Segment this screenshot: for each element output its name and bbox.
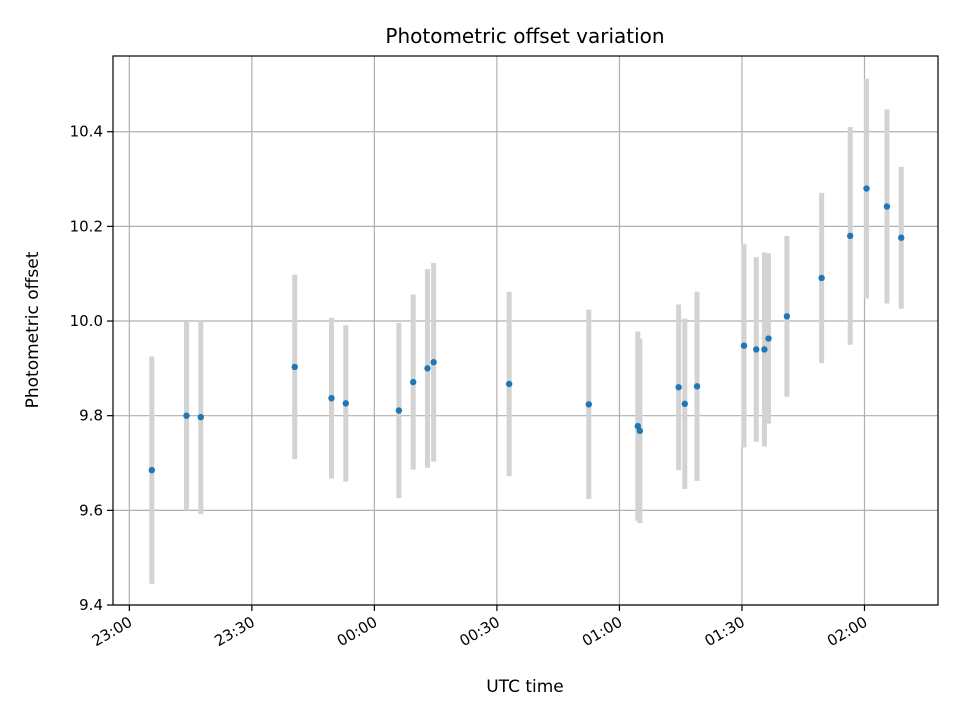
data-point xyxy=(585,401,593,408)
data-point xyxy=(693,383,701,390)
data-point xyxy=(183,412,190,419)
data-point xyxy=(783,313,791,320)
data-point xyxy=(863,185,870,192)
data-point xyxy=(328,394,335,402)
data-point xyxy=(898,234,905,241)
data-point xyxy=(765,335,772,342)
x-axis-title: UTC time xyxy=(486,677,564,697)
data-point xyxy=(409,378,417,386)
y-tick-label: 10.4 xyxy=(70,123,103,141)
data-point xyxy=(395,407,403,414)
y-axis-title: Photometric offset xyxy=(23,251,43,408)
chart-title: Photometric offset variation xyxy=(385,24,664,48)
data-point xyxy=(761,346,768,353)
y-tick-label: 9.8 xyxy=(79,407,103,425)
data-point xyxy=(424,365,431,372)
y-tick-label: 9.4 xyxy=(79,596,103,614)
data-point xyxy=(883,203,891,210)
plot-frame xyxy=(112,55,939,606)
y-tick-label: 10.2 xyxy=(70,217,103,235)
data-point xyxy=(636,427,644,435)
data-point xyxy=(753,346,760,353)
data-point xyxy=(291,363,298,371)
data-point xyxy=(846,232,854,240)
data-point xyxy=(197,413,205,421)
data-point xyxy=(505,380,513,388)
data-point xyxy=(675,384,682,391)
data-point xyxy=(818,274,825,282)
data-point xyxy=(430,359,437,366)
data-point xyxy=(342,400,349,407)
y-axis-ticks: 9.4 9.6 9.8 10.0 10.2 10.4 xyxy=(70,123,113,614)
y-tick-label: 9.6 xyxy=(79,501,103,519)
data-point xyxy=(681,400,688,408)
y-tick-label: 10.0 xyxy=(70,312,103,330)
data-points xyxy=(148,185,905,474)
data-point xyxy=(148,466,155,474)
data-point xyxy=(740,342,748,349)
